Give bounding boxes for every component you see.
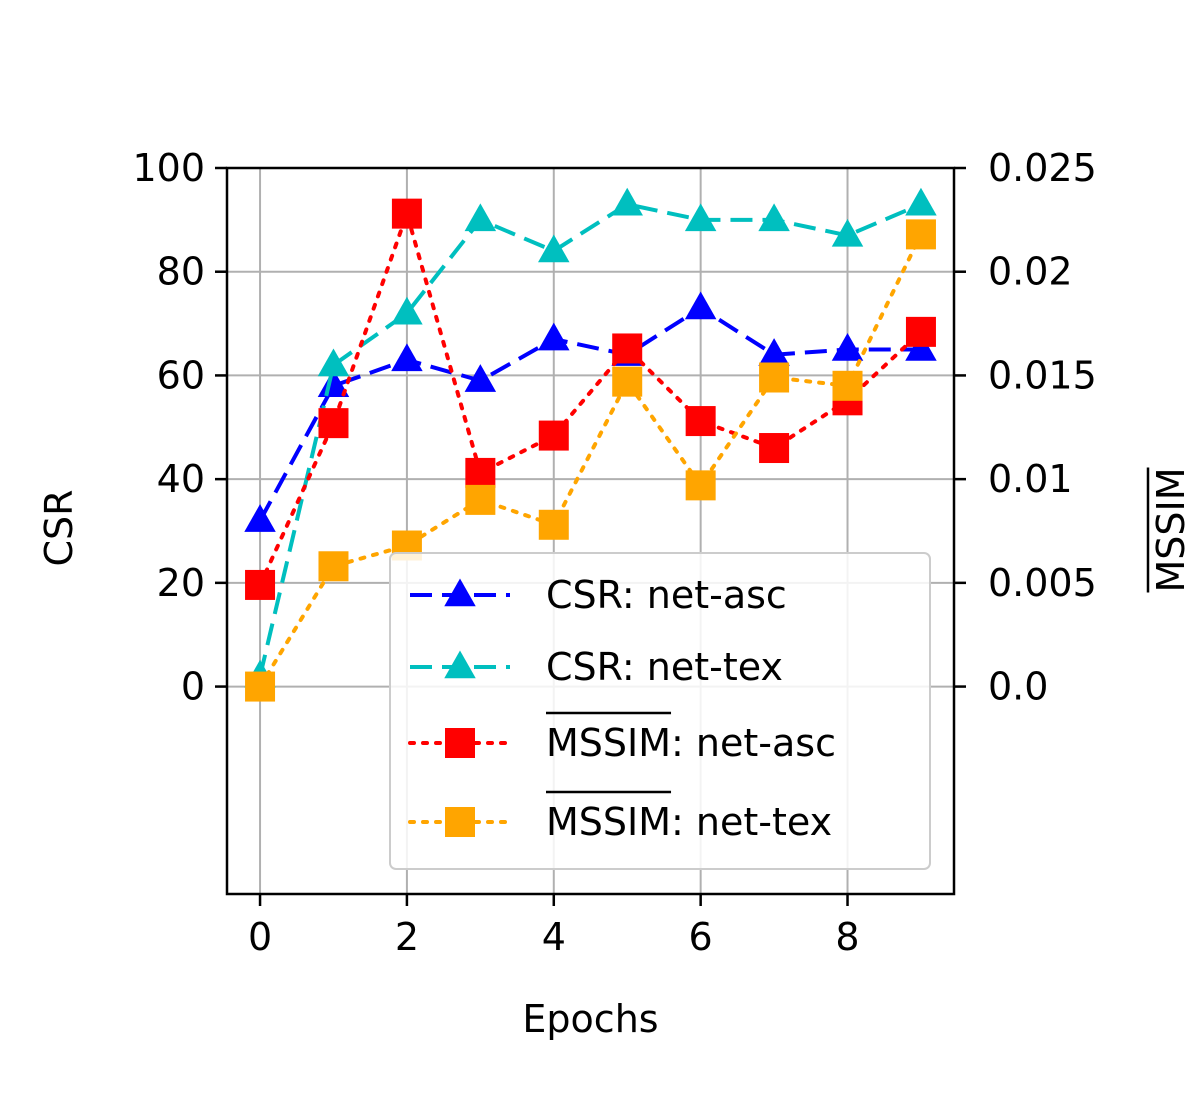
data-point — [244, 504, 276, 532]
data-point — [318, 408, 349, 439]
y-tick-label: 100 — [132, 146, 205, 190]
x-tick-label: 2 — [395, 915, 419, 959]
data-point — [391, 343, 423, 372]
ticks: 0 2 4 6 80204060801000.00.0050.010.0150.020.… — [132, 146, 1096, 959]
legend-marker — [444, 650, 476, 679]
legend-label-suffix: : net-tex — [622, 645, 783, 689]
data-point — [905, 187, 937, 216]
series-layer — [244, 187, 937, 702]
series-line — [258, 202, 922, 677]
legend-label: MSSIM: net-asc — [546, 721, 836, 765]
y-tick-label: 40 — [157, 457, 205, 501]
data-point — [684, 291, 717, 320]
data-point — [317, 348, 350, 377]
x-axis-label: Epochs — [522, 997, 658, 1041]
data-point — [759, 362, 790, 393]
legend-label-suffix: : net-asc — [622, 573, 787, 617]
legend-label-suffix: : net-asc — [671, 721, 836, 765]
y-tick-label: 20 — [157, 561, 205, 605]
legend-entry: CSR: net-tex — [410, 645, 783, 689]
y2-axis-label-text: MSSIM — [1149, 467, 1193, 592]
legend-label-suffix: : net-tex — [671, 800, 832, 844]
y2-tick-label: 0.025 — [988, 146, 1097, 190]
data-point — [465, 457, 496, 488]
data-point — [831, 333, 864, 361]
legend-label: CSR: net-asc — [546, 573, 787, 617]
y-axis-label: CSR — [37, 489, 81, 566]
y2-tick-label: 0.01 — [988, 457, 1073, 501]
y-tick-label: 0 — [181, 665, 205, 709]
series-line — [258, 232, 923, 689]
plot-frame — [225, 166, 956, 896]
data-point — [685, 470, 716, 501]
data-point — [759, 433, 790, 464]
data-point — [464, 203, 497, 232]
series-line — [258, 207, 923, 587]
data-point — [758, 203, 790, 232]
series-2 — [245, 198, 936, 600]
data-point — [758, 338, 790, 366]
y2-tick-label: 0.015 — [988, 353, 1097, 397]
data-point — [905, 333, 937, 361]
legend-marker — [444, 578, 476, 607]
legend-label-prefix: MSSIM — [546, 721, 671, 765]
y2-tick-label: 0.02 — [988, 250, 1073, 294]
y2-axis-label: MSSIM — [1146, 467, 1193, 593]
series-3 — [245, 219, 936, 702]
y-tick-label: 80 — [157, 250, 205, 294]
data-point — [611, 187, 643, 216]
data-point — [685, 406, 716, 437]
legend-entry: MSSIM: net-asc — [408, 711, 836, 765]
legend-marker — [445, 728, 475, 758]
data-point — [245, 671, 276, 702]
data-point — [538, 420, 569, 451]
legend-box — [389, 552, 931, 870]
data-point — [538, 322, 570, 351]
data-point — [391, 198, 422, 229]
legend-label: CSR: net-tex — [546, 645, 783, 689]
x-tick-label: 6 — [689, 915, 713, 959]
legend-entry: CSR: net-asc — [410, 573, 787, 617]
y-tick-label: 60 — [157, 353, 205, 397]
data-point — [905, 316, 936, 347]
legend-label-prefix: MSSIM — [546, 800, 671, 844]
legend-marker — [445, 807, 475, 837]
data-point — [684, 203, 717, 232]
legend-label-prefix: CSR — [546, 573, 623, 617]
data-point — [245, 569, 276, 600]
data-point — [832, 370, 863, 401]
data-point — [905, 219, 936, 250]
data-point — [612, 333, 643, 364]
legend-entry: MSSIM: net-tex — [408, 790, 832, 844]
y2-tick-label: 0.005 — [988, 561, 1097, 605]
series-line — [258, 305, 921, 522]
data-point — [538, 509, 569, 540]
data-point — [465, 484, 496, 515]
x-tick-label: 4 — [542, 915, 566, 959]
y2-tick-label: 0.0 — [988, 665, 1048, 709]
data-point — [831, 218, 864, 247]
data-point — [318, 551, 349, 582]
data-point — [464, 364, 497, 392]
data-point — [538, 234, 570, 263]
data-point — [612, 366, 643, 397]
legend-label: MSSIM: net-tex — [546, 800, 832, 844]
x-tick-label: 0 — [248, 915, 272, 959]
legend-label-prefix: CSR — [546, 645, 623, 689]
x-tick-label: 8 — [835, 915, 859, 959]
data-point — [391, 296, 423, 325]
